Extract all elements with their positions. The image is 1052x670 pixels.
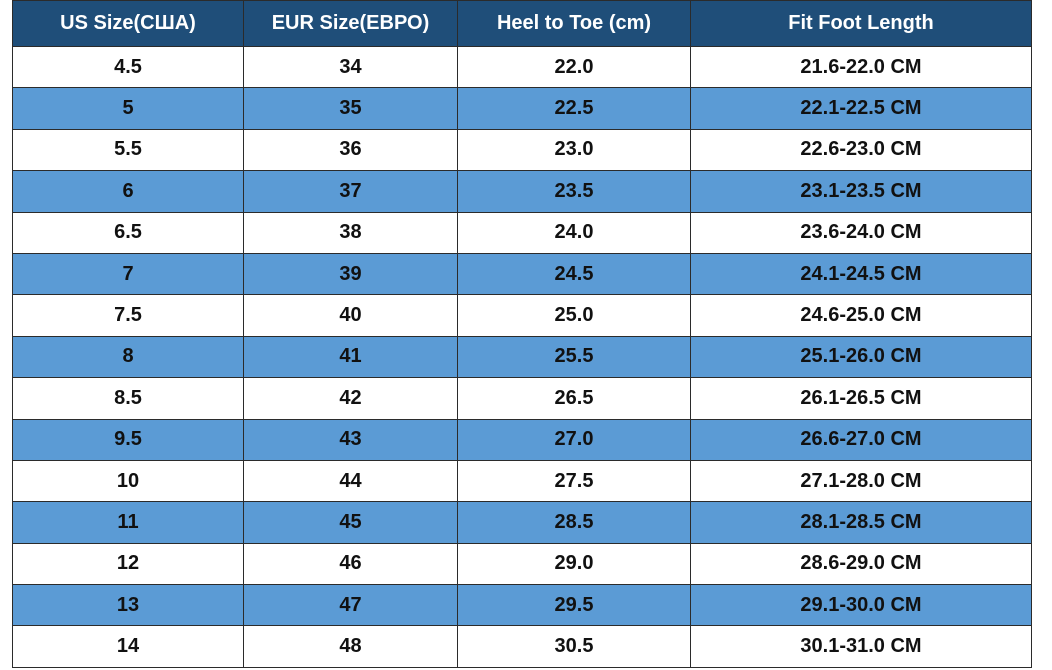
table-cell: 38 [243, 211, 458, 254]
header-cell: US Size(США) [12, 0, 244, 47]
table-row: 5 35 22.5 22.1-22.5 CM [12, 87, 1032, 130]
table-row: 7 39 24.5 24.1-24.5 CM [12, 252, 1032, 296]
table-cell: 22.0 [457, 45, 691, 89]
table-cell: 6.5 [12, 211, 244, 254]
table-cell: 27.5 [457, 459, 691, 503]
table-cell: 28.1-28.5 CM [690, 501, 1032, 544]
table-cell: 44 [243, 459, 458, 503]
table-cell: 45 [243, 501, 458, 544]
table-row: 12 46 29.0 28.6-29.0 CM [12, 542, 1032, 586]
table-cell: 43 [243, 418, 458, 461]
table-cell: 4.5 [12, 45, 244, 89]
table-cell: 22.5 [457, 87, 691, 130]
table-row: 11 45 28.5 28.1-28.5 CM [12, 501, 1032, 544]
table-cell: 23.5 [457, 170, 691, 213]
table-cell: 26.5 [457, 377, 691, 420]
table-cell: 11 [12, 501, 244, 544]
table-cell: 8.5 [12, 377, 244, 420]
table-cell: 25.1-26.0 CM [690, 335, 1032, 379]
table-cell: 7.5 [12, 294, 244, 337]
header-cell: Heel to Toe (cm) [457, 0, 691, 47]
table-cell: 27.1-28.0 CM [690, 459, 1032, 503]
table-cell: 14 [12, 625, 244, 668]
table-cell: 30.5 [457, 625, 691, 668]
table-cell: 13 [12, 584, 244, 627]
table-cell: 42 [243, 377, 458, 420]
table-cell: 41 [243, 335, 458, 379]
table-cell: 26.6-27.0 CM [690, 418, 1032, 461]
table-body: 4.5 34 22.0 21.6-22.0 CM 5 35 22.5 22.1-22.5 CM… [12, 45, 1032, 668]
table-cell: 9.5 [12, 418, 244, 461]
table-row: 8.5 42 26.5 26.1-26.5 CM [12, 377, 1032, 420]
table-cell: 27.0 [457, 418, 691, 461]
table-row: 8 41 25.5 25.1-26.0 CM [12, 335, 1032, 379]
table-cell: 47 [243, 584, 458, 627]
table-cell: 28.6-29.0 CM [690, 542, 1032, 586]
table-cell: 29.1-30.0 CM [690, 584, 1032, 627]
table-cell: 24.0 [457, 211, 691, 254]
header-cell: Fit Foot Length [690, 0, 1032, 47]
header-cell: EUR Size(ЕВРО) [243, 0, 458, 47]
table-row: 14 48 30.5 30.1-31.0 CM [12, 625, 1032, 668]
table-cell: 25.5 [457, 335, 691, 379]
table-cell: 23.1-23.5 CM [690, 170, 1032, 213]
table-cell: 29.5 [457, 584, 691, 627]
table-cell: 30.1-31.0 CM [690, 625, 1032, 668]
table-cell: 24.5 [457, 252, 691, 296]
table-row: 5.5 36 23.0 22.6-23.0 CM [12, 128, 1032, 172]
table-cell: 7 [12, 252, 244, 296]
table-cell: 40 [243, 294, 458, 337]
table-row: 6.5 38 24.0 23.6-24.0 CM [12, 211, 1032, 254]
table-cell: 23.6-24.0 CM [690, 211, 1032, 254]
table-cell: 48 [243, 625, 458, 668]
table-cell: 12 [12, 542, 244, 586]
table-cell: 36 [243, 128, 458, 172]
table-cell: 8 [12, 335, 244, 379]
table-row: 6 37 23.5 23.1-23.5 CM [12, 170, 1032, 213]
table-cell: 10 [12, 459, 244, 503]
table-cell: 21.6-22.0 CM [690, 45, 1032, 89]
table-cell: 22.6-23.0 CM [690, 128, 1032, 172]
table-cell: 25.0 [457, 294, 691, 337]
table-cell: 5 [12, 87, 244, 130]
table-row: 4.5 34 22.0 21.6-22.0 CM [12, 45, 1032, 89]
table-cell: 5.5 [12, 128, 244, 172]
table-cell: 22.1-22.5 CM [690, 87, 1032, 130]
table-cell: 24.1-24.5 CM [690, 252, 1032, 296]
table-cell: 39 [243, 252, 458, 296]
header-row: US Size(США) EUR Size(ЕВРО) Heel to Toe (c… [12, 0, 1032, 47]
table-row: 13 47 29.5 29.1-30.0 CM [12, 584, 1032, 627]
size-table: US Size(США) EUR Size(ЕВРО) Heel to Toe (c… [12, 0, 1032, 668]
table-cell: 35 [243, 87, 458, 130]
table-cell: 6 [12, 170, 244, 213]
table-cell: 23.0 [457, 128, 691, 172]
table-cell: 29.0 [457, 542, 691, 586]
table-cell: 37 [243, 170, 458, 213]
table-cell: 34 [243, 45, 458, 89]
table-row: 7.5 40 25.0 24.6-25.0 CM [12, 294, 1032, 337]
table-cell: 28.5 [457, 501, 691, 544]
table-cell: 26.1-26.5 CM [690, 377, 1032, 420]
table-row: 9.5 43 27.0 26.6-27.0 CM [12, 418, 1032, 461]
table-cell: 46 [243, 542, 458, 586]
table-row: 10 44 27.5 27.1-28.0 CM [12, 459, 1032, 503]
table-cell: 24.6-25.0 CM [690, 294, 1032, 337]
